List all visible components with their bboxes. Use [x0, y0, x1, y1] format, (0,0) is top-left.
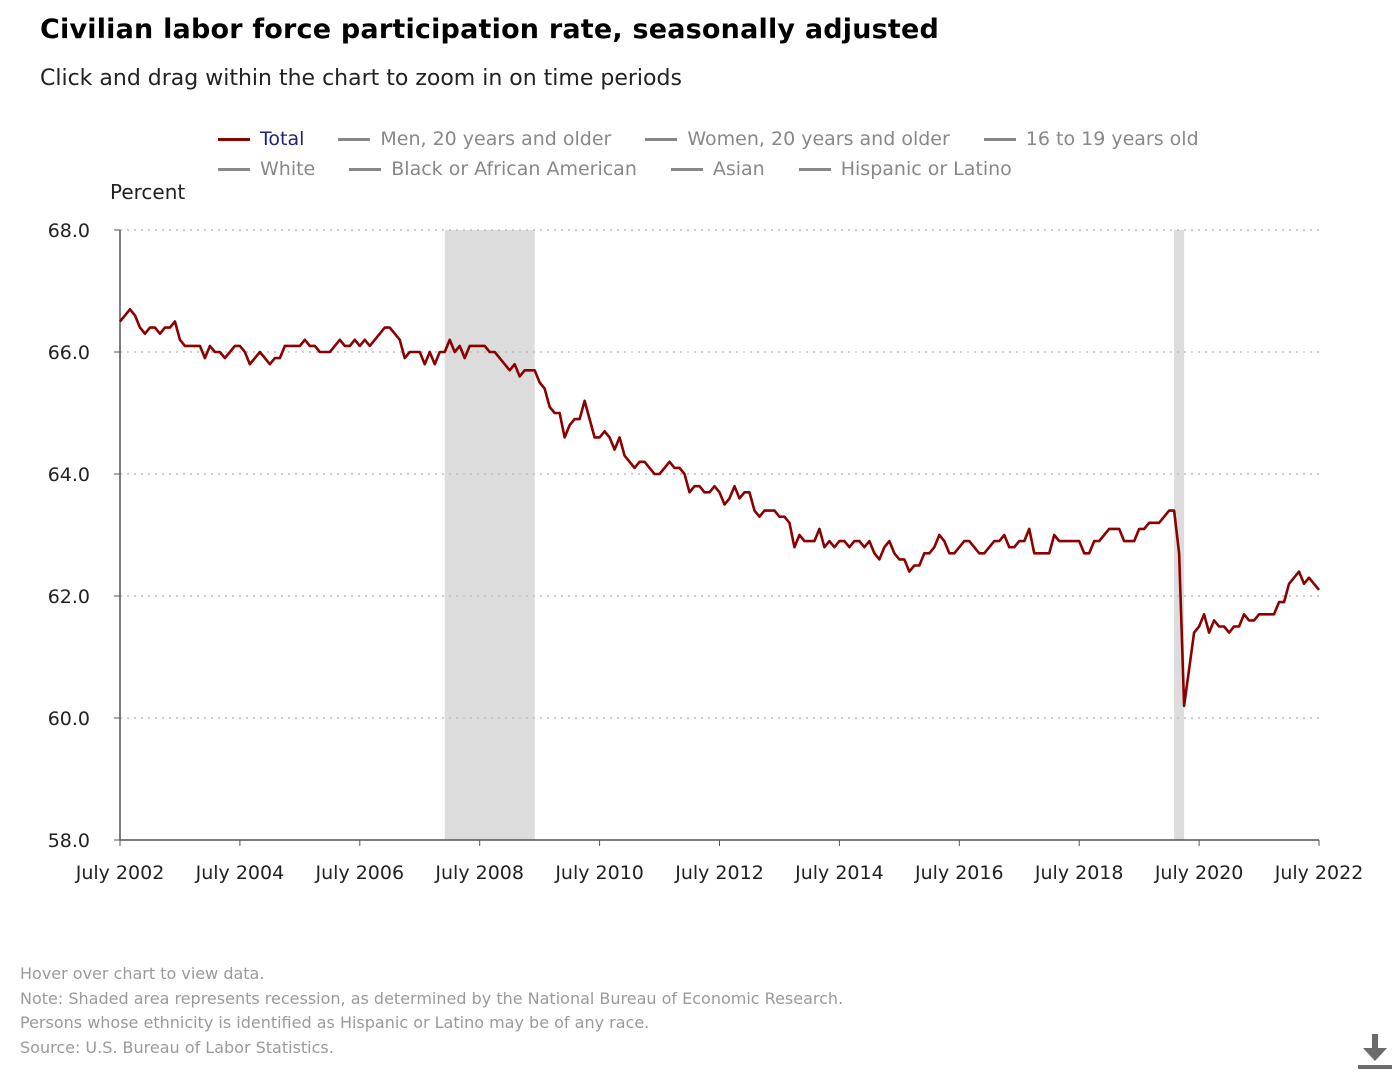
legend-label-women: Women, 20 years and older: [687, 128, 950, 150]
y-tick-label-4: 66.0: [48, 342, 90, 364]
x-tick-label-5: July 2012: [674, 862, 764, 884]
x-tick-label-6: July 2014: [794, 862, 884, 884]
y-tick-label-1: 60.0: [48, 708, 90, 730]
x-tick-label-7: July 2016: [914, 862, 1004, 884]
y-axis-label: Percent: [110, 180, 186, 204]
legend-swatch-16-to-19: [983, 137, 1016, 141]
legend-item-women[interactable]: Women, 20 years and older: [645, 128, 950, 150]
legend-label-black: Black or African American: [391, 158, 637, 180]
legend-label-16-to-19: 16 to 19 years old: [1025, 128, 1199, 150]
note-source: Source: U.S. Bureau of Labor Statistics.: [20, 1037, 334, 1057]
legend-row-1: Total Men, 20 years and older Women, 20 …: [218, 124, 1318, 154]
series-line-0: [118, 307, 1321, 708]
y-tick-label-5: 68.0: [48, 220, 90, 242]
legend-label-men: Men, 20 years and older: [380, 128, 612, 150]
legend-swatch-white: [218, 167, 250, 171]
legend-swatch-women: [645, 137, 678, 141]
line-chart[interactable]: 58.0 60.0 62.0 64.0 66.0 68.0 July 2002 July 20…: [0, 0, 1400, 900]
series-layer: [118, 307, 1321, 708]
note-hispanic: Persons whose ethnicity is identified as…: [20, 1013, 650, 1032]
legend-swatch-black: [349, 167, 382, 171]
legend-swatch-asian: [670, 167, 703, 171]
x-tick-label-9: July 2020: [1154, 862, 1244, 884]
recession-band-1: [1174, 230, 1185, 840]
chart-title: Civilian labor force participation rate,…: [40, 14, 940, 45]
legend-label-white: White: [260, 158, 316, 180]
legend-swatch-hispanic: [798, 167, 831, 171]
legend-label-hispanic: Hispanic or Latino: [840, 158, 1012, 180]
legend-item-16-to-19[interactable]: 16 to 19 years old: [983, 128, 1199, 150]
legend-label-asian: Asian: [712, 158, 765, 180]
recession-shading: [444, 230, 1185, 840]
legend-item-total[interactable]: Total: [218, 128, 304, 150]
recession-band-0: [444, 230, 535, 840]
legend-item-men[interactable]: Men, 20 years and older: [338, 128, 611, 150]
x-tick-label-10: July 2022: [1274, 862, 1364, 884]
gridlines: [120, 229, 1319, 719]
download-icon: [1358, 1034, 1392, 1069]
legend-swatch-men: [338, 137, 371, 141]
x-tick-label-1: July 2004: [195, 862, 285, 884]
legend-item-asian[interactable]: Asian: [670, 158, 765, 180]
chart-notes: Hover over chart to view data. Note: Sha…: [20, 962, 843, 1060]
legend-item-white[interactable]: White: [218, 158, 315, 180]
legend-row-2: White Black or African American Asian Hi…: [218, 154, 1318, 184]
axes: 58.0 60.0 62.0 64.0 66.0 68.0 July 2002 July 20…: [48, 220, 1364, 884]
chart-subtitle: Click and drag within the chart to zoom …: [40, 66, 682, 91]
y-tick-label-0: 58.0: [48, 830, 90, 852]
y-tick-label-3: 64.0: [48, 464, 90, 486]
legend-swatch-total: [218, 137, 250, 141]
note-hover: Hover over chart to view data.: [20, 964, 265, 983]
y-tick-label-2: 62.0: [48, 586, 90, 608]
x-tick-label-2: July 2006: [315, 862, 405, 884]
legend-item-hispanic[interactable]: Hispanic or Latino: [798, 158, 1012, 180]
note-recession: Note: Shaded area represents recession, …: [20, 988, 844, 1008]
legend-item-black[interactable]: Black or African American: [349, 158, 637, 180]
x-tick-label-0: July 2002: [75, 862, 165, 884]
x-tick-label-4: July 2010: [554, 862, 644, 884]
download-button[interactable]: [1354, 1032, 1394, 1072]
x-tick-label-3: July 2008: [434, 862, 524, 884]
legend: Total Men, 20 years and older Women, 20 …: [218, 124, 1318, 184]
legend-label-total: Total: [260, 128, 305, 150]
x-tick-label-8: July 2018: [1034, 862, 1124, 884]
